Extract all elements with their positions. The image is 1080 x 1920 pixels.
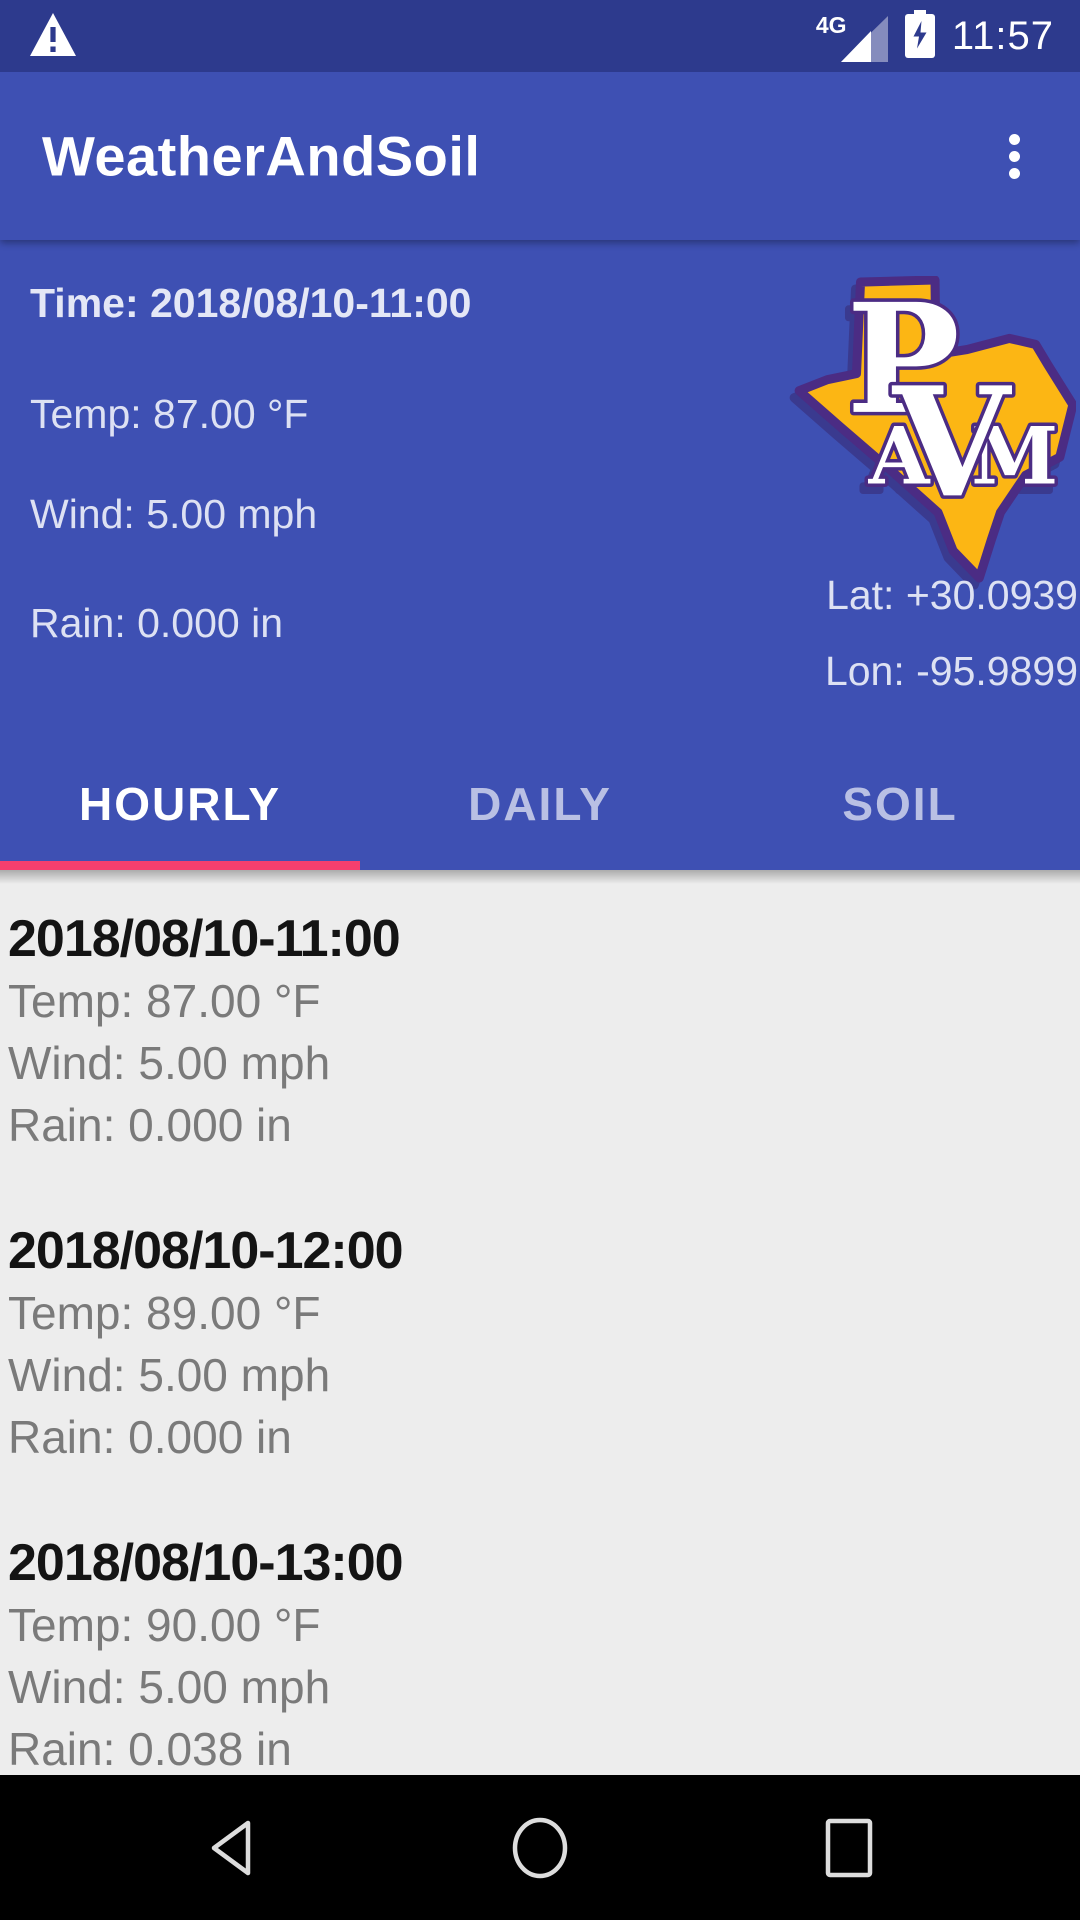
item-timestamp: 2018/08/10-12:00 xyxy=(8,1222,404,1280)
kebab-menu-icon[interactable] xyxy=(978,72,1050,240)
network-label: 4G xyxy=(815,12,847,38)
hourly-list: 2018/08/10-11:00 Temp: 87.00 °F Wind: 5.… xyxy=(0,870,1080,1775)
current-temp: Temp: 87.00 °F xyxy=(30,391,309,437)
latitude-value: Lat: +30.0939 xyxy=(826,572,1078,618)
logo-letter-p: P xyxy=(846,276,960,448)
battery-charging-icon xyxy=(904,9,935,63)
item-rain: Rain: 0.000 in xyxy=(8,1099,292,1151)
current-rain: Rain: 0.000 in xyxy=(30,600,284,646)
tab-hourly[interactable]: HOURLY xyxy=(79,778,281,830)
recents-icon[interactable] xyxy=(818,1817,880,1879)
back-icon[interactable] xyxy=(200,1817,262,1879)
status-bar: 4G 11:57 xyxy=(0,0,1080,72)
longitude-value: Lon: -95.9899 xyxy=(824,648,1078,694)
status-right-cluster: 4G 11:57 xyxy=(816,0,1054,72)
item-timestamp: 2018/08/10-11:00 xyxy=(8,910,401,968)
item-wind: Wind: 5.00 mph xyxy=(8,1349,331,1401)
item-temp: Temp: 89.00 °F xyxy=(8,1287,321,1339)
item-wind: Wind: 5.00 mph xyxy=(8,1037,331,1089)
home-icon[interactable] xyxy=(509,1817,571,1879)
tab-daily[interactable]: DAILY xyxy=(468,778,612,830)
item-timestamp: 2018/08/10-13:00 xyxy=(8,1534,404,1592)
logo-letter-a: A xyxy=(868,409,931,502)
logo-letter-m: M xyxy=(971,409,1058,502)
signal-4g-icon: 4G xyxy=(816,10,888,62)
item-temp: Temp: 90.00 °F xyxy=(8,1599,321,1651)
app-title: WeatherAndSoil xyxy=(42,124,481,188)
tab-soil[interactable]: SOIL xyxy=(842,778,958,830)
item-temp: Temp: 87.00 °F xyxy=(8,975,321,1027)
item-rain: Rain: 0.038 in xyxy=(8,1723,292,1775)
tab-bar: HOURLY DAILY SOIL xyxy=(0,738,1080,870)
current-conditions-panel: Time: 2018/08/10-11:00 Temp: 87.00 °F Wi… xyxy=(0,240,1080,870)
hourly-list-item[interactable]: 2018/08/10-11:00 Temp: 87.00 °F Wind: 5.… xyxy=(8,908,1072,1156)
current-wind: Wind: 5.00 mph xyxy=(30,491,318,537)
warning-icon xyxy=(28,11,78,64)
current-time: Time: 2018/08/10-11:00 xyxy=(30,280,472,326)
logo-letter-v: V xyxy=(892,353,1013,531)
hourly-list-panel: 2018/08/10-11:00 Temp: 87.00 °F Wind: 5.… xyxy=(0,870,1080,1775)
item-wind: Wind: 5.00 mph xyxy=(8,1661,331,1713)
app-bar: WeatherAndSoil xyxy=(0,72,1080,240)
status-clock: 11:57 xyxy=(951,13,1054,58)
hourly-list-item[interactable]: 2018/08/10-13:00 Temp: 90.00 °F Wind: 5.… xyxy=(8,1532,1072,1775)
pvamu-texas-logo-icon: P A M V xyxy=(794,276,1076,583)
android-nav-bar xyxy=(0,1775,1080,1920)
selected-tab-indicator xyxy=(0,861,360,870)
item-rain: Rain: 0.000 in xyxy=(8,1411,292,1463)
hourly-list-item[interactable]: 2018/08/10-12:00 Temp: 89.00 °F Wind: 5.… xyxy=(8,1220,1072,1468)
